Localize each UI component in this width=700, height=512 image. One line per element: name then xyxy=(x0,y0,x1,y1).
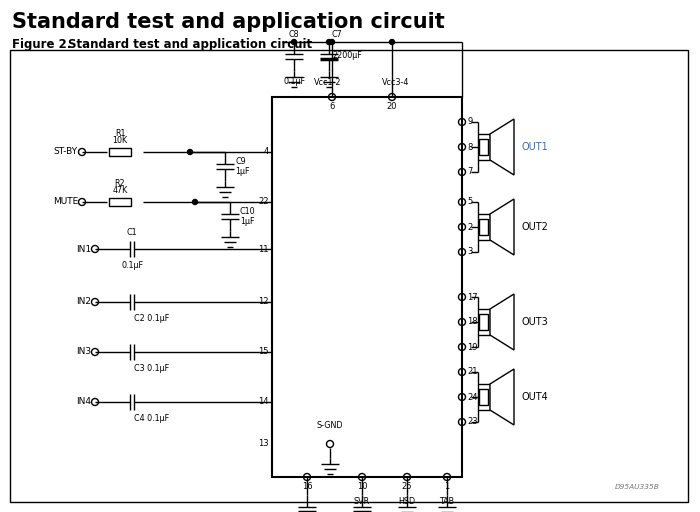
Text: 14: 14 xyxy=(258,397,269,407)
Text: Vcc3-4: Vcc3-4 xyxy=(382,78,410,87)
Text: 11: 11 xyxy=(258,245,269,253)
Text: C1: C1 xyxy=(127,228,137,237)
Text: 22: 22 xyxy=(258,198,269,206)
Polygon shape xyxy=(490,199,514,255)
Polygon shape xyxy=(490,119,514,175)
Text: 5: 5 xyxy=(467,198,473,206)
Text: 24: 24 xyxy=(467,393,477,401)
Text: 7: 7 xyxy=(467,167,473,177)
Text: 2200μF: 2200μF xyxy=(332,51,362,59)
Text: 19: 19 xyxy=(467,343,477,352)
Text: OUT2: OUT2 xyxy=(522,222,549,232)
Text: IN2: IN2 xyxy=(76,297,91,307)
Text: C8: C8 xyxy=(288,30,300,39)
Circle shape xyxy=(389,39,395,45)
Text: 23: 23 xyxy=(467,417,477,426)
Text: S-GND: S-GND xyxy=(316,421,343,430)
Text: 10: 10 xyxy=(357,482,368,491)
Text: C4 0.1μF: C4 0.1μF xyxy=(134,414,169,423)
Bar xyxy=(479,389,488,405)
Text: Vcc1-2: Vcc1-2 xyxy=(314,78,342,87)
Text: 47K: 47K xyxy=(113,186,127,195)
Text: 2: 2 xyxy=(467,223,473,231)
Bar xyxy=(479,139,488,155)
Bar xyxy=(109,198,131,206)
Bar xyxy=(10,50,688,502)
Text: 1: 1 xyxy=(444,482,449,491)
Text: Standard test and application circuit: Standard test and application circuit xyxy=(68,38,312,51)
Text: C10: C10 xyxy=(240,207,256,217)
Text: 6: 6 xyxy=(329,102,335,111)
Bar xyxy=(478,309,490,335)
Polygon shape xyxy=(490,369,514,425)
Text: 21: 21 xyxy=(467,368,477,376)
Text: OUT1: OUT1 xyxy=(522,142,549,152)
Text: 25: 25 xyxy=(402,482,412,491)
Text: OUT3: OUT3 xyxy=(522,317,549,327)
Bar xyxy=(479,314,488,330)
Text: 20: 20 xyxy=(386,102,398,111)
Circle shape xyxy=(326,39,332,45)
Bar xyxy=(478,384,490,410)
Bar xyxy=(479,219,488,235)
Text: 0.1μF: 0.1μF xyxy=(283,77,305,86)
Text: 10K: 10K xyxy=(113,136,127,145)
Bar xyxy=(478,134,490,160)
Circle shape xyxy=(330,39,335,45)
Circle shape xyxy=(193,200,197,204)
Circle shape xyxy=(291,39,297,45)
Text: 16: 16 xyxy=(302,482,312,491)
Text: R2: R2 xyxy=(115,179,125,188)
Text: OUT4: OUT4 xyxy=(522,392,549,402)
Bar xyxy=(109,148,131,156)
Text: C7: C7 xyxy=(332,30,343,39)
Text: 13: 13 xyxy=(258,439,269,449)
Text: 8: 8 xyxy=(467,142,473,152)
Text: 9: 9 xyxy=(467,117,473,126)
Text: Standard test and application circuit: Standard test and application circuit xyxy=(12,12,444,32)
Text: 3: 3 xyxy=(467,247,473,257)
Text: 15: 15 xyxy=(258,348,269,356)
Text: C9: C9 xyxy=(235,158,246,166)
Circle shape xyxy=(188,150,193,155)
Text: C2 0.1μF: C2 0.1μF xyxy=(134,314,169,323)
Text: 17: 17 xyxy=(467,292,477,302)
Text: 12: 12 xyxy=(258,297,269,307)
Text: IN1: IN1 xyxy=(76,245,91,253)
Text: 0.1μF: 0.1μF xyxy=(121,261,143,270)
Text: 1μF: 1μF xyxy=(240,218,255,226)
Text: R1: R1 xyxy=(115,129,125,138)
Polygon shape xyxy=(490,294,514,350)
Text: HSD: HSD xyxy=(398,497,416,506)
Text: ST-BY: ST-BY xyxy=(54,147,78,157)
Text: SVR: SVR xyxy=(354,497,370,506)
Text: 1μF: 1μF xyxy=(235,167,249,177)
Text: 18: 18 xyxy=(467,317,477,327)
Bar xyxy=(272,97,462,477)
Text: D95AU335B: D95AU335B xyxy=(615,484,660,490)
Bar xyxy=(478,214,490,240)
Text: IN4: IN4 xyxy=(76,397,91,407)
Text: IN3: IN3 xyxy=(76,348,91,356)
Text: TAB: TAB xyxy=(440,497,454,506)
Text: C3 0.1μF: C3 0.1μF xyxy=(134,364,169,373)
Text: Figure 2.: Figure 2. xyxy=(12,38,71,51)
Text: 4: 4 xyxy=(264,147,269,157)
Text: MUTE: MUTE xyxy=(52,198,78,206)
